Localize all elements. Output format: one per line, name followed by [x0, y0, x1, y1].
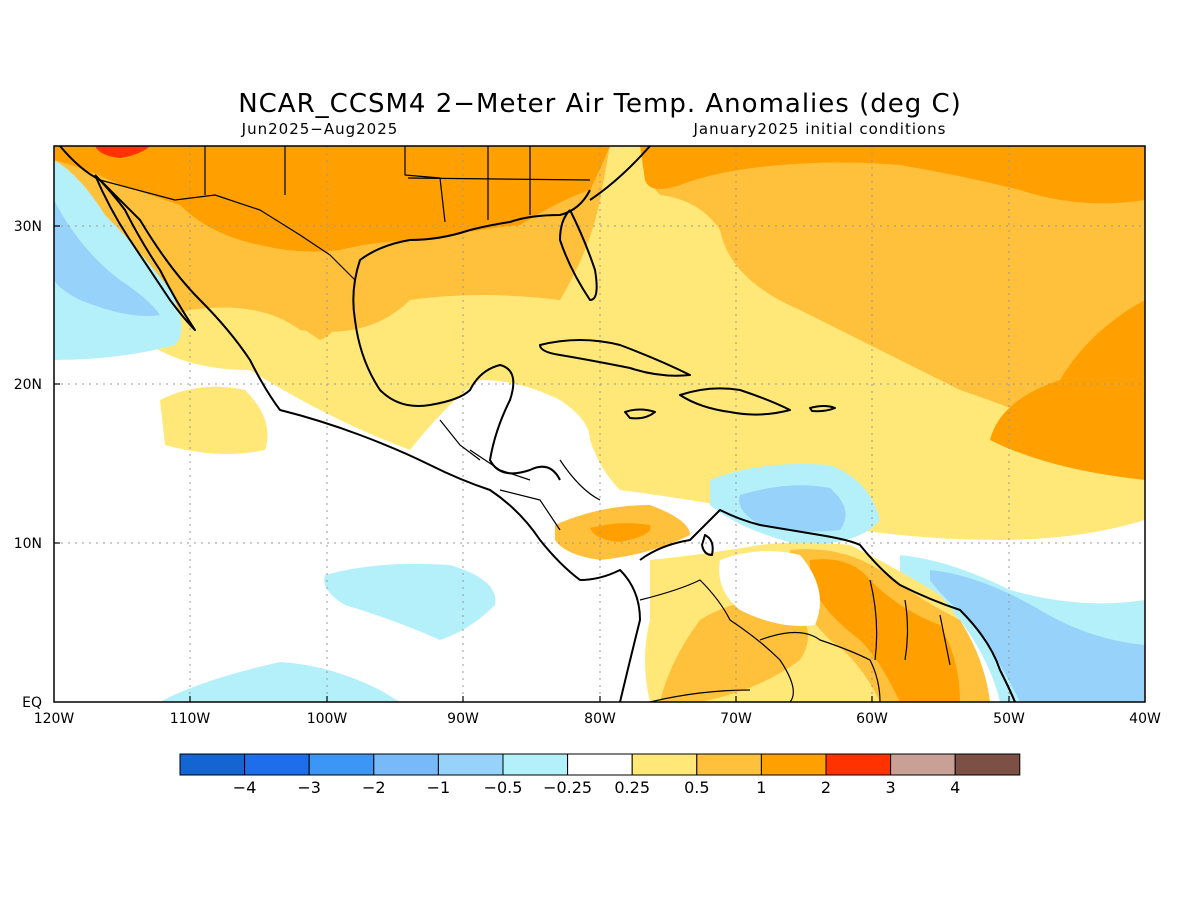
x-axis-labels: 120W 110W 100W 90W 80W 70W 60W 50W 40W — [34, 711, 1161, 727]
shade-p025-pacific — [160, 386, 268, 454]
y-tick-label: 10N — [14, 536, 42, 552]
colorbar-swatch — [437, 753, 504, 776]
colorbar-label: 2 — [821, 778, 831, 797]
colorbar — [179, 753, 1021, 776]
x-tick-label: 100W — [307, 711, 348, 727]
x-tick-label: 50W — [993, 711, 1025, 727]
x-tick-label: 40W — [1129, 711, 1161, 727]
colorbar-label: −2 — [362, 778, 386, 797]
colorbar-swatch — [244, 753, 310, 776]
x-tick-label: 80W — [584, 711, 616, 727]
y-axis-labels: 30N 20N 10N EQ — [14, 219, 42, 711]
tick-marks — [54, 225, 1010, 702]
shade-m05-atlantic — [930, 570, 1145, 702]
figure-title: NCAR_CCSM4 2−Meter Air Temp. Anomalies (… — [238, 89, 962, 119]
x-tick-label: 90W — [447, 711, 479, 727]
colorbar-label: 0.5 — [684, 778, 709, 797]
colorbar-swatch — [373, 753, 439, 776]
shade-p1-panama — [590, 523, 651, 542]
coastlines — [59, 146, 1016, 702]
shade-neutral-venezuela — [719, 551, 820, 626]
colorbar-swatch — [954, 753, 1021, 776]
shade-m025-equator — [160, 662, 400, 702]
shade-m025-pacific — [324, 563, 496, 640]
shade-p2-us — [95, 146, 150, 158]
colorbar-swatch — [890, 753, 956, 776]
colorbar-swatch — [631, 753, 698, 776]
colorbar-label: −0.5 — [484, 778, 523, 797]
forecast-period: Jun2025−Aug2025 — [241, 120, 399, 138]
colorbar-label: 1 — [756, 778, 766, 797]
colorbar-label: 3 — [886, 778, 896, 797]
shade-m05-caribbean — [739, 485, 846, 532]
shade-p05-samerica — [660, 599, 808, 702]
map-panel: 120W 110W 100W 90W 80W 70W 60W 50W 40W 3… — [14, 145, 1161, 727]
x-tick-label: 60W — [856, 711, 888, 727]
colorbar-swatch — [696, 753, 762, 776]
shade-p1-usa — [54, 146, 610, 252]
x-tick-label: 110W — [170, 711, 211, 727]
colorbar-swatch — [502, 753, 569, 776]
x-tick-label: 70W — [720, 711, 752, 727]
x-tick-label: 120W — [34, 711, 75, 727]
shade-p05-mexico — [160, 230, 336, 340]
colorbar-swatch — [760, 753, 827, 776]
shade-p1-north-atlantic — [640, 146, 1145, 204]
colorbar-labels: −4 −3 −2 −1 −0.5 −0.25 0.25 0.5 1 2 3 4 — [233, 778, 960, 797]
anomaly-field — [54, 146, 1145, 702]
colorbar-swatch — [179, 753, 246, 776]
shade-p1-atlantic — [990, 300, 1145, 480]
colorbar-label: −3 — [297, 778, 321, 797]
shade-p1-guiana — [810, 559, 960, 702]
colorbar-label: −4 — [233, 778, 257, 797]
colorbar-label: 4 — [950, 778, 960, 797]
y-tick-label: 20N — [14, 377, 42, 393]
colorbar-label: −0.25 — [543, 778, 592, 797]
shade-m05-baja — [54, 200, 160, 316]
colorbar-swatch — [308, 753, 375, 776]
gridlines — [54, 146, 1145, 702]
colorbar-label: −1 — [427, 778, 451, 797]
colorbar-swatch — [567, 753, 633, 776]
initial-conditions: January2025 initial conditions — [693, 120, 947, 138]
colorbar-label: 0.25 — [614, 778, 650, 797]
y-tick-label: 30N — [14, 219, 42, 235]
y-tick-label: EQ — [22, 695, 42, 711]
colorbar-swatch — [825, 753, 892, 776]
